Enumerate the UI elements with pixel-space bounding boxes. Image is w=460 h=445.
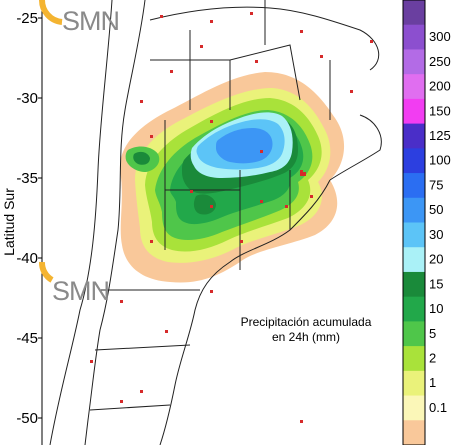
legend-swatch (403, 321, 425, 347)
legend-swatch (403, 395, 425, 421)
legend-label: 5 (429, 326, 436, 341)
legend-swatch (403, 346, 425, 372)
legend-label: 30 (429, 227, 443, 242)
legend-frame (402, 0, 426, 445)
logo-sun-icon (38, 0, 63, 283)
legend-label: 15 (429, 276, 443, 291)
lat-tick-45: -45 (16, 330, 38, 347)
precip-field (119, 72, 345, 283)
legend-label: 125 (429, 128, 451, 143)
map-caption: Precipitación acumulada en 24h (mm) (226, 315, 386, 345)
lat-tick-25: -25 (16, 10, 38, 27)
legend-label: 2 (429, 350, 436, 365)
legend-label: 150 (429, 103, 451, 118)
legend-swatch (403, 98, 425, 125)
legend-swatch (403, 49, 425, 75)
legend-label: 250 (429, 54, 451, 69)
legend-swatch (403, 0, 425, 26)
legend-label: 0.1 (429, 400, 447, 415)
legend-swatch (403, 370, 425, 397)
legend-label: 50 (429, 202, 443, 217)
legend-label: 20 (429, 252, 443, 267)
legend-label: 200 (429, 79, 451, 94)
legend-label: 1 (429, 375, 436, 390)
lat-tick-30: -30 (16, 90, 38, 107)
legend-label: 300 (429, 29, 451, 44)
legend-swatch (403, 24, 425, 50)
precip-blob-south (193, 194, 216, 215)
legend-swatch (403, 271, 425, 298)
legend-label: 75 (429, 177, 443, 192)
legend-swatch (403, 173, 425, 199)
precip-band-50 (216, 128, 273, 164)
legend-swatch (403, 197, 425, 223)
borders (49, 0, 382, 445)
precip-blob-west-core (133, 151, 150, 165)
logo-text-top: SMN (62, 6, 120, 36)
legend-swatch (403, 420, 425, 445)
legend-swatch (403, 148, 425, 174)
lat-tick-35: -35 (16, 170, 38, 187)
legend-swatch (403, 74, 425, 100)
legend-swatch (403, 222, 425, 248)
stations (90, 12, 373, 423)
legend-colorbar: 300 250 200 150 125 100 75 50 30 20 15 10 5 2 1 0.1 (402, 0, 451, 445)
latitude-axis: -25 -30 -35 -40 -45 -50 Latitud Sur (1, 0, 43, 445)
caption-line-2: en 24h (mm) (271, 330, 341, 344)
lat-tick-50: -50 (16, 410, 38, 427)
legend-swatch (403, 247, 425, 273)
logo-text-bottom: SMN (52, 276, 110, 306)
legend-label: 100 (429, 153, 451, 168)
lat-tick-40: -40 (16, 250, 38, 267)
legend-label: 10 (429, 301, 443, 316)
caption-line-1: Precipitación acumulada (240, 315, 372, 329)
axis-title: Latitud Sur (1, 188, 17, 256)
legend-swatch (403, 123, 425, 149)
legend-swatch (403, 296, 425, 322)
